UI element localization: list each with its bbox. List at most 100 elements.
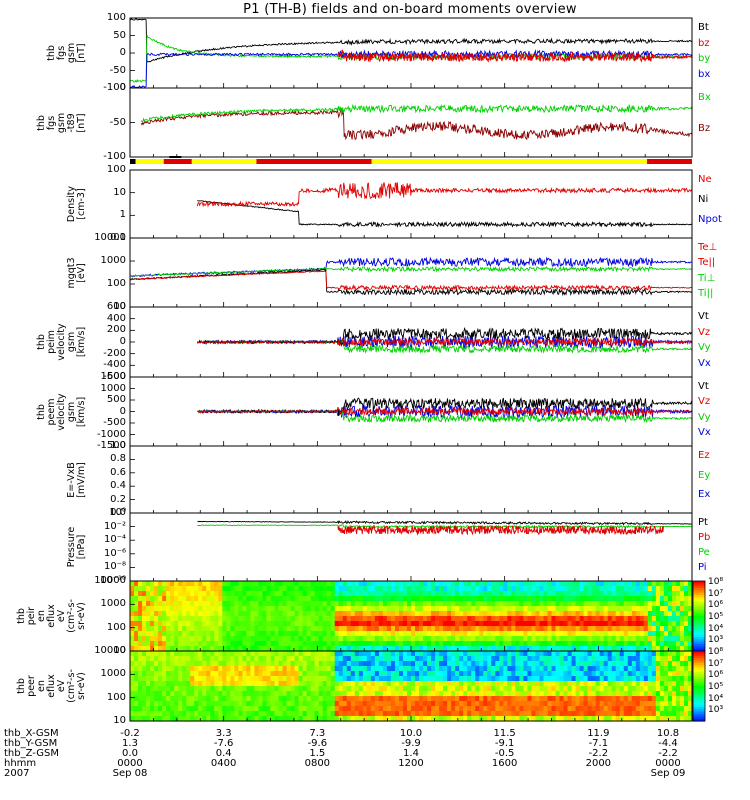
colorbar-tick-label: 10⁶ [708,670,724,681]
spectrogram-9 [130,651,693,722]
series-Ti-par [129,256,692,278]
legend-entry: Vt [698,311,709,322]
legend-entry: Bx [698,92,711,103]
y-tick-label: 10 [113,301,126,312]
footer-value: 0800 [304,758,331,769]
series-Vz [197,406,693,417]
series-Te-par [129,268,693,297]
colorbar-tick-label: 10⁶ [708,600,724,611]
y-axis-label: thb peer en eflux eV (cm²-s- sr-eV) [16,669,87,703]
y-axis-label: Pressure [nPa] [66,526,87,568]
legend-entry: Ni [698,194,709,205]
legend-entry: Ex [698,489,711,501]
footer-value: 11.9 [587,728,610,739]
y-tick-label: 100 [106,691,126,703]
series-Ti-perp [129,265,693,277]
status-bar-segment [130,159,136,164]
y-tick-label: 0.4 [110,480,126,492]
legend-entry: Pb [698,532,711,543]
footer-value: Sep 09 [650,768,686,779]
y-tick-label: 0.6 [110,466,126,478]
legend-entry: Ey [698,469,711,481]
y-tick-label: 1500 [100,371,126,382]
footer-value: Sep 08 [112,768,148,779]
footer-value: 0.4 [215,748,232,759]
legend-entry: by [698,53,711,64]
y-tick-label: 400 [106,312,126,324]
y-tick-label: 100 [106,12,126,23]
y-axis-label: thb fgs gsm [nT] [46,42,87,64]
colorbar-tick-label: 10⁴ [708,693,724,704]
colorbar-tick-label: 10⁵ [708,612,724,622]
series-Te-perp [129,270,693,292]
y-tick-label: 0 [119,336,126,347]
y-axis-label: thb fgs gsm -t89 [nT] [36,112,87,133]
footer-value: 0.0 [122,748,138,759]
y-tick-label: 10000 [94,232,126,243]
y-tick-label: -600 [103,371,126,382]
panel-frame-6 [129,445,693,514]
series-bz [337,49,693,63]
footer-row-label: hhmm [4,758,37,769]
footer-value: 7.3 [309,728,326,739]
footer-value: -9.9 [401,738,421,749]
legend-entry: Ne [698,174,712,185]
footer-row-label: thb_Y-GSM [4,738,58,749]
colorbar-tick-label: 10³ [708,705,724,716]
y-tick-label: 10⁻⁶ [103,547,126,559]
footer-value: -4.4 [658,738,678,749]
footer-value: -9.6 [307,738,328,749]
y-tick-label: 10000 [94,645,126,656]
y-tick-label: 0.0 [110,507,126,518]
series-Vz [197,336,693,347]
y-axis-label: Density [cm-3] [66,185,87,223]
y-tick-label: -100 [103,82,126,93]
y-axis-label: mgqt3 [eV] [66,256,87,289]
status-bar-segment [371,159,648,164]
status-bar-segment [256,159,372,164]
legend-entry: Pt [698,517,708,528]
y-tick-label: 600 [106,301,126,312]
legend-entry: Ti|| [698,287,714,299]
legend-entry: bx [698,68,711,80]
colorbar-tick-label: 10⁴ [708,623,724,634]
chart-title: P1 (TH-B) fields and on-board moments ov… [243,2,577,17]
y-tick-label: 200 [106,324,126,336]
footer-value: 0000 [655,758,681,769]
y-tick-label: 10 [113,645,126,656]
legend-entry: Pe [698,547,710,558]
y-tick-label: 10⁻² [103,520,126,532]
legend-entry: Vy [698,342,711,353]
status-bar-segment [191,159,257,164]
y-tick-label: 10 [113,186,126,198]
y-tick-label: 0.1 [110,232,126,243]
y-tick-label: 0 [119,405,126,417]
panel-frame-1 [129,87,693,158]
y-tick-label: 100 [106,278,126,289]
footer-value: 1200 [398,758,424,769]
y-tick-label: 100 [106,621,126,633]
footer-value: -2.2 [588,748,609,759]
series-Pt [197,520,693,526]
y-tick-label: 50 [113,29,126,41]
y-tick-label: 10 [113,715,126,726]
y-tick-label: 0.8 [110,453,126,465]
colorbar-tick-label: 10⁷ [708,658,724,669]
y-tick-label: 10⁻¹⁰ [99,575,126,586]
series-Ni [197,200,693,228]
legend-entry: Vx [698,426,711,438]
series-bx [130,49,693,89]
y-tick-label: -100 [103,151,126,162]
series-Bx [140,103,693,123]
y-axis-label: thb peim velocity gsm [km/s] [36,323,87,361]
footer-value: 2000 [585,758,612,769]
footer-value: 10.0 [399,728,423,739]
footer-value: -7.6 [213,738,234,749]
series-Bt [129,18,693,63]
legend-entry: Bt [698,22,709,33]
y-tick-label: 1000 [100,668,126,680]
y-tick-label: -50 [109,64,126,76]
colorbar-tick-label: 10⁷ [708,588,724,599]
y-tick-label: -1500 [96,440,126,451]
